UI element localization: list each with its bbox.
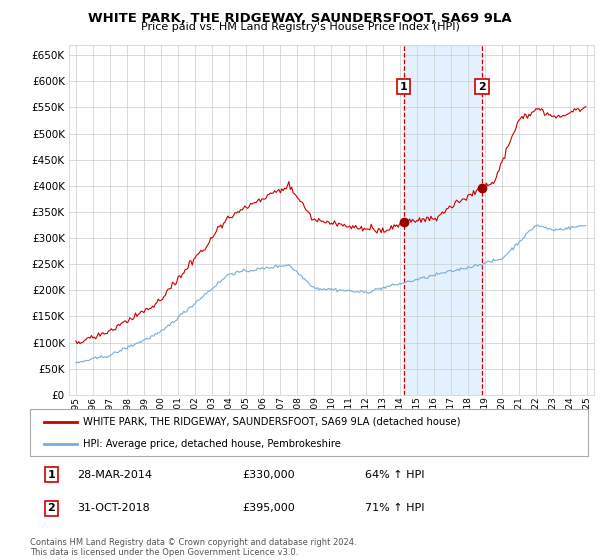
Text: HPI: Average price, detached house, Pembrokeshire: HPI: Average price, detached house, Pemb… <box>83 438 341 449</box>
Text: 31-OCT-2018: 31-OCT-2018 <box>77 503 150 513</box>
Text: £395,000: £395,000 <box>242 503 295 513</box>
Text: £330,000: £330,000 <box>242 470 295 479</box>
Bar <box>404 45 482 395</box>
Text: WHITE PARK, THE RIDGEWAY, SAUNDERSFOOT, SA69 9LA: WHITE PARK, THE RIDGEWAY, SAUNDERSFOOT, … <box>88 12 512 25</box>
Text: 1: 1 <box>47 470 55 479</box>
Text: Price paid vs. HM Land Registry's House Price Index (HPI): Price paid vs. HM Land Registry's House … <box>140 22 460 32</box>
Text: 2: 2 <box>478 82 486 92</box>
Text: 71% ↑ HPI: 71% ↑ HPI <box>365 503 424 513</box>
Text: 1: 1 <box>400 82 407 92</box>
Text: WHITE PARK, THE RIDGEWAY, SAUNDERSFOOT, SA69 9LA (detached house): WHITE PARK, THE RIDGEWAY, SAUNDERSFOOT, … <box>83 417 461 427</box>
Text: Contains HM Land Registry data © Crown copyright and database right 2024.
This d: Contains HM Land Registry data © Crown c… <box>30 538 356 557</box>
FancyBboxPatch shape <box>30 409 588 456</box>
Text: 64% ↑ HPI: 64% ↑ HPI <box>365 470 424 479</box>
Text: 28-MAR-2014: 28-MAR-2014 <box>77 470 152 479</box>
Text: 2: 2 <box>47 503 55 513</box>
